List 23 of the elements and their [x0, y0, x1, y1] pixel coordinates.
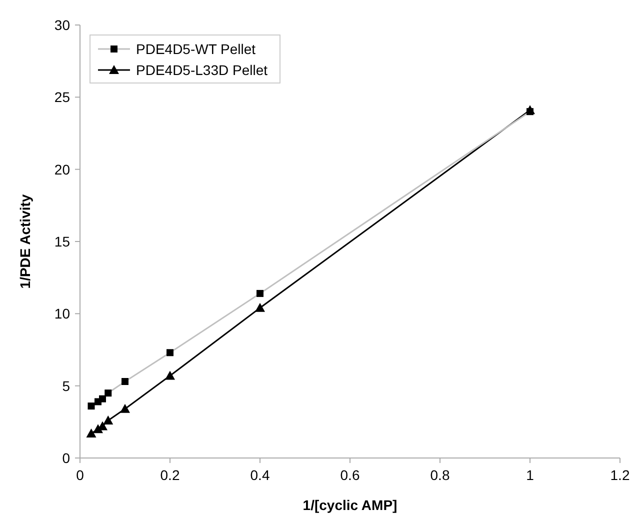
- y-tick-label: 5: [62, 378, 70, 394]
- y-tick-label: 25: [54, 89, 70, 106]
- x-tick-label: 0.4: [250, 467, 270, 483]
- x-tick-label: 0.6: [340, 467, 360, 483]
- legend-label: PDE4D5-WT Pellet: [136, 41, 256, 57]
- point: [86, 428, 96, 438]
- x-axis-title: 1/[cyclic AMP]: [302, 497, 398, 513]
- x-tick-label: 0.8: [430, 467, 450, 483]
- point: [165, 370, 175, 380]
- point: [103, 415, 114, 424]
- y-tick-label: 15: [54, 234, 70, 250]
- x-tick-label: 1: [526, 467, 534, 483]
- x-tick-label: 0: [76, 467, 84, 483]
- y-tick-label: 30: [54, 17, 70, 33]
- legend-label: PDE4D5-L33D Pellet: [136, 62, 268, 78]
- x-tick-label: 1.2: [610, 467, 630, 483]
- x-tick-label: 0.2: [160, 467, 180, 483]
- point: [255, 302, 265, 312]
- y-axis-title: 1/PDE Activity: [17, 194, 33, 289]
- y-tick-label: 0: [62, 450, 70, 466]
- point: [120, 404, 130, 413]
- y-tick-label: 20: [54, 161, 70, 178]
- y-tick-label: 10: [54, 306, 70, 322]
